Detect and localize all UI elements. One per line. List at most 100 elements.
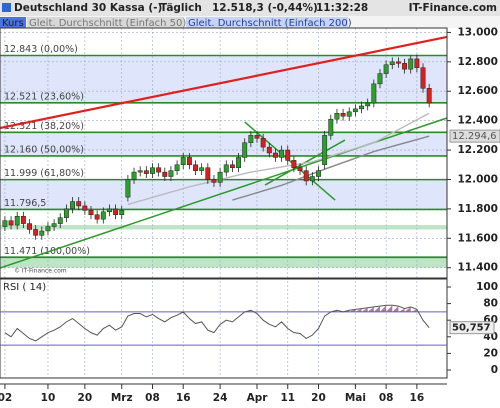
candle-body: [266, 146, 272, 154]
legend-box: [186, 17, 348, 28]
x-tick-label: 16: [410, 392, 425, 404]
candle-body: [352, 108, 358, 113]
period: Täglich: [160, 2, 202, 14]
candle-body: [420, 67, 426, 89]
y-tick-label: 11.800: [457, 203, 498, 215]
candle-body: [377, 73, 383, 85]
rsi-frame: [0, 278, 448, 379]
rsi-title: RSI ( 14): [3, 282, 46, 293]
y-tick-label: 0: [491, 364, 498, 376]
x-tick-label: Apr: [247, 392, 269, 404]
candle-body: [174, 164, 180, 171]
candle-body: [223, 164, 229, 173]
y-tick-label: 13.000: [457, 26, 498, 38]
legend-entry: Gleit. Durchschnitt (Einfach 50): [29, 18, 186, 29]
candle-body: [383, 64, 389, 74]
value-box: [449, 321, 495, 335]
plot-frame: [0, 27, 448, 279]
candle-body: [20, 215, 26, 224]
x-tick-label: 20: [78, 392, 93, 404]
band: [0, 225, 447, 230]
candle-body: [371, 83, 377, 104]
candle-body: [57, 217, 63, 224]
x-tick-label: 24: [213, 392, 228, 404]
candle-body: [365, 102, 371, 107]
candle-body: [309, 176, 315, 182]
y-tick-label: 80: [483, 298, 498, 310]
candle-body: [254, 135, 260, 139]
x-tick-label: 08: [379, 392, 394, 404]
candle-body: [205, 167, 211, 180]
candle-body: [8, 220, 14, 226]
x-tick-label: 02: [0, 392, 12, 404]
y-tick-label: 20: [483, 347, 498, 359]
candle-body: [186, 157, 192, 166]
candle-body: [260, 138, 266, 148]
candle-body: [106, 208, 112, 213]
candle-body: [45, 226, 51, 232]
candle-body: [389, 61, 395, 66]
fib-label: 12.160 (50,00%): [4, 144, 84, 155]
candle-body: [359, 105, 364, 110]
x-tick-label: Mrz: [111, 392, 133, 404]
fib-label: 11.796,5: [4, 198, 46, 209]
candle-body: [94, 214, 100, 220]
candle-body: [211, 179, 217, 183]
candle-body: [316, 170, 321, 177]
candle-body: [33, 229, 39, 236]
value-box: [449, 129, 500, 143]
candle-body: [395, 61, 401, 64]
candle-body: [125, 179, 131, 198]
candle-body: [236, 157, 242, 168]
last-price: 12.518,3 (-0,44%): [212, 2, 318, 14]
legend-box: [0, 17, 26, 28]
y-tick-label: 11.600: [457, 232, 498, 244]
candle-body: [242, 142, 248, 158]
candle-body: [414, 58, 420, 68]
candle-body: [303, 170, 309, 182]
candle-body: [14, 215, 20, 226]
x-tick-label: 16: [176, 392, 191, 404]
candle-body: [180, 157, 186, 166]
candle-body: [279, 149, 285, 158]
candle-body: [27, 223, 32, 230]
fib-label: 11.471 (100,00%): [4, 246, 90, 257]
trend-line: [244, 121, 336, 201]
legend-box: [27, 17, 184, 28]
y-tick-label: 11.400: [457, 262, 498, 274]
rsi-line: [4, 304, 430, 342]
x-tick-label: 11: [280, 392, 295, 404]
y-tick-label: 12.800: [457, 56, 498, 68]
y-tick-label: 12.600: [457, 85, 498, 97]
candle-body: [168, 170, 174, 177]
fib-label: 12.843 (0,00%): [4, 44, 78, 55]
candle-body: [113, 208, 119, 216]
title: Deutschland 30 Kassa (-): [14, 2, 162, 14]
candle-body: [273, 152, 278, 158]
source: IT-Finance.com: [409, 2, 497, 14]
candle-body: [2, 220, 8, 227]
x-tick-label: 20: [311, 392, 326, 404]
candle-body: [402, 63, 408, 70]
candle-body: [82, 205, 88, 211]
candle-body: [322, 135, 328, 166]
candle-body: [346, 111, 352, 117]
fib-label: 11.999 (61,80%): [4, 168, 84, 179]
y-tick-label: 100: [476, 281, 498, 293]
candle-body: [334, 113, 340, 120]
band: [0, 179, 447, 210]
y-tick-label: 12.200: [457, 144, 498, 156]
candle-body: [150, 167, 155, 174]
candle-body: [39, 230, 45, 236]
icon: [2, 3, 11, 12]
watermark: © IT-Finance.com: [14, 268, 67, 275]
candle-body: [426, 88, 432, 104]
candle-body: [199, 167, 205, 171]
moving-average: [127, 112, 430, 206]
x-tick-label: Mai: [345, 392, 366, 404]
x-tick-label: 08: [145, 392, 160, 404]
fib-label: 12.321 (38,20%): [4, 121, 84, 132]
band: [0, 255, 447, 268]
